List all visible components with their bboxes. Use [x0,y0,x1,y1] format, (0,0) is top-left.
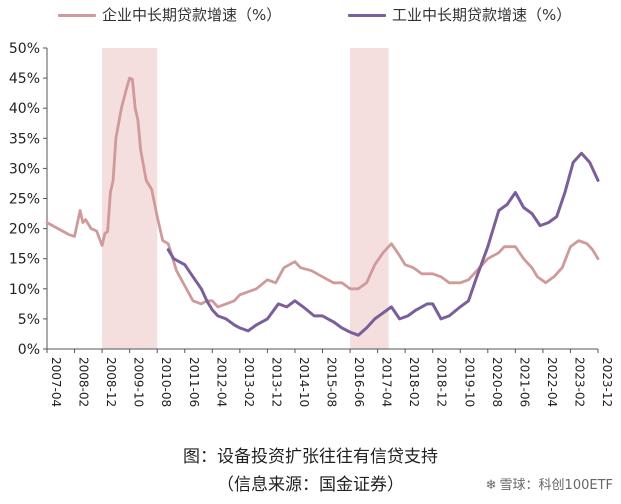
series-line-industry [166,151,600,337]
y-tick-label: 50% [9,41,40,57]
legend-item-industry: 工业中长期贷款增速（%） [348,4,571,25]
x-tick-label: 2020-08 [490,357,504,407]
x-tick-label: 2018-02 [407,357,421,407]
x-tick-label: 2010-08 [159,357,173,407]
y-tick-label: 35% [9,131,40,147]
x-tick-label: 2007-04 [49,357,63,407]
y-tick-label: 40% [9,101,40,117]
x-tick-label: 2008-12 [104,357,118,407]
y-tick-label: 10% [9,282,40,298]
y-tick-label: 0% [18,342,40,358]
x-tick-label: 2012-04 [214,357,228,407]
x-tick-label: 2019-10 [462,357,476,407]
y-tick-label: 5% [18,312,40,328]
line-chart: 0% 5% 10% 15% 20% 25% 30% 35% 40% 45% 50% 2007-04 20… [9,41,614,407]
series-lines [45,76,600,337]
x-tick-label: 2013-02 [242,357,256,407]
figure-caption: 图：设备投资扩张往往有信贷支持 [183,447,438,467]
x-tick-label: 2016-06 [352,357,366,407]
axes: 0% 5% 10% 15% 20% 25% 30% 35% 40% 45% 50% 2007-04 20… [9,41,614,407]
x-tick-label: 2018-12 [435,357,449,407]
watermark-text: 雪球：科创100ETF [499,478,613,493]
legend-item-enterprise: 企业中长期贷款增速（%） [58,4,281,25]
snowflake-icon: ❄ [485,478,497,493]
y-tick-label: 20% [9,222,40,238]
x-tick-label: 2011-06 [187,357,201,407]
series-line-enterprise [45,76,600,309]
x-tick-label: 2013-12 [269,357,283,407]
figure-source: （信息来源：国金证券） [217,475,404,495]
legend-swatch-industry [348,14,386,17]
x-tick-label: 2009-10 [132,357,146,407]
x-tick-label: 2021-06 [517,357,531,407]
x-tick-label: 2023-12 [600,357,614,407]
shaded-periods [102,48,389,349]
x-tick-label: 2017-04 [380,357,394,407]
x-tick-label: 2023-02 [572,357,586,407]
x-tick-label: 2008-02 [77,357,91,407]
y-tick-label: 25% [9,192,40,208]
legend-swatch-enterprise [58,14,96,17]
x-tick-label: 2022-04 [545,357,559,407]
watermark: ❄ 雪球：科创100ETF [486,474,613,493]
x-tick-label: 2015-08 [325,357,339,407]
y-tick-label: 45% [9,71,40,87]
legend-label-industry: 工业中长期贷款增速（%） [392,6,572,24]
y-tick-label: 30% [9,161,40,177]
x-tick-label: 2014-10 [297,357,311,407]
y-tick-label: 15% [9,252,40,268]
shaded-period-1 [350,48,389,349]
legend-label-enterprise: 企业中长期贷款增速（%） [102,6,282,24]
